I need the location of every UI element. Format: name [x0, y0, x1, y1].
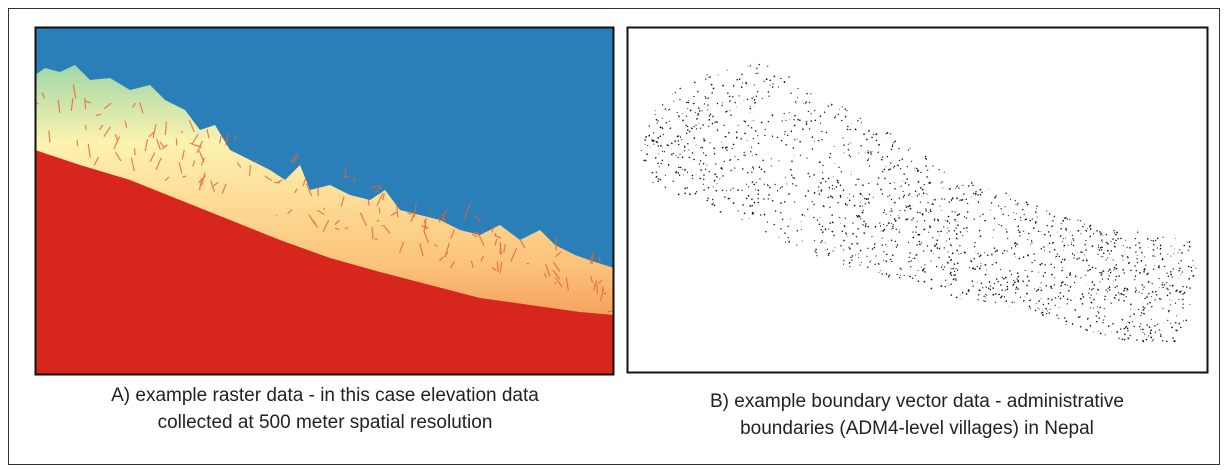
vector-frame [626, 26, 1209, 374]
lowland-region [35, 150, 614, 375]
caption-line: B) example boundary vector data - admini… [710, 391, 1124, 412]
raster-frame [34, 26, 615, 376]
figure-border [8, 8, 1220, 465]
ridge-texture [36, 84, 614, 313]
raster-image [35, 27, 614, 375]
caption-line: collected at 500 meter spatial resolutio… [158, 412, 493, 433]
caption-line: boundaries (ADM4-level villages) in Nepa… [740, 418, 1094, 439]
caption-line: A) example raster data - in this case el… [111, 385, 539, 406]
boundary-lines [640, 63, 1197, 343]
